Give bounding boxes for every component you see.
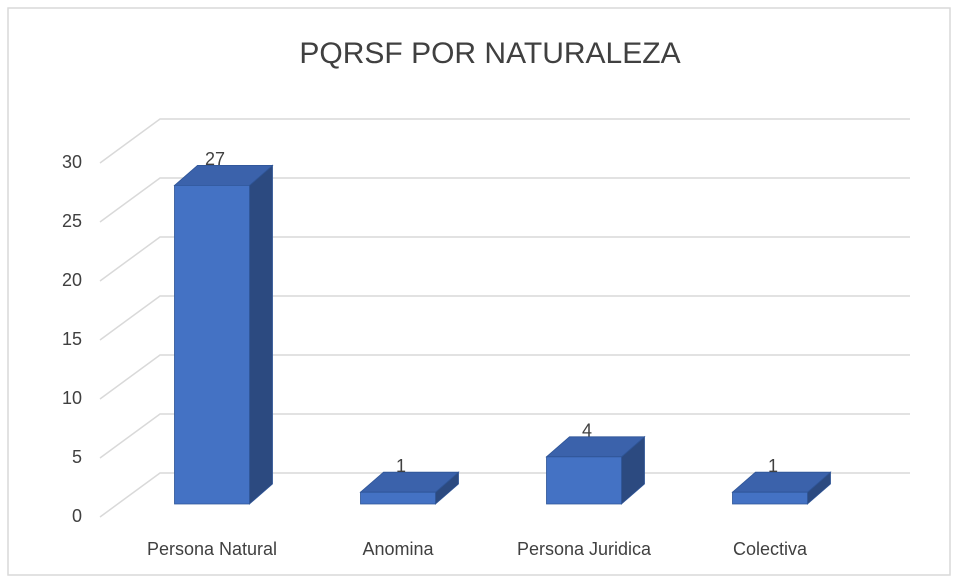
bar-front	[360, 491, 436, 505]
grid-line	[99, 118, 910, 164]
bar-front	[174, 184, 250, 505]
data-label: 1	[396, 456, 406, 476]
y-tick-label: 25	[62, 211, 82, 231]
data-label: 27	[205, 149, 225, 169]
bar	[731, 471, 832, 505]
chart-title: PQRSF POR NATURALEZA	[299, 37, 680, 70]
y-tick-label: 10	[62, 388, 82, 408]
y-tick-label: 20	[62, 270, 82, 290]
x-tick-label: Persona Juridica	[517, 539, 652, 559]
bar-front	[732, 491, 808, 505]
grid-line	[99, 413, 910, 459]
y-tick-label: 15	[62, 329, 82, 349]
grid-line	[99, 295, 910, 341]
y-tick-label: 5	[72, 447, 82, 467]
x-tick-label: Colectiva	[733, 539, 808, 559]
grid-line	[99, 354, 910, 400]
y-tick-label: 0	[72, 506, 82, 526]
grid-line	[99, 472, 910, 518]
y-tick-label: 30	[62, 152, 82, 172]
data-label: 4	[582, 421, 592, 441]
bar-side	[249, 164, 273, 505]
grid-line	[99, 177, 910, 223]
data-label: 1	[768, 456, 778, 476]
grid-line	[99, 236, 910, 282]
bar	[359, 471, 460, 505]
x-tick-label: Anomina	[362, 539, 434, 559]
bar	[545, 435, 646, 505]
bar	[173, 164, 274, 505]
bar-front	[546, 456, 622, 505]
x-tick-label: Persona Natural	[147, 539, 277, 559]
